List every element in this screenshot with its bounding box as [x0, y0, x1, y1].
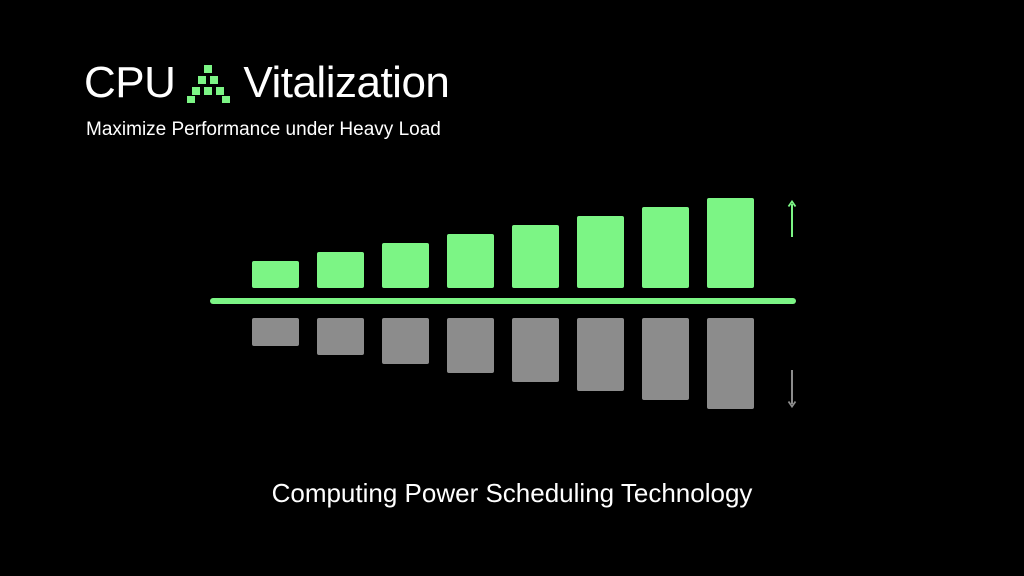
load-bar: [577, 318, 624, 391]
load-bar: [317, 318, 364, 355]
performance-bar: [382, 243, 429, 288]
subtitle: Maximize Performance under Heavy Load: [86, 119, 441, 140]
load-bar: [707, 318, 754, 409]
load-bar: [252, 318, 299, 346]
title-vitalization: Vitalization: [243, 58, 450, 107]
arrow-up-icon: [787, 199, 797, 237]
performance-bar: [512, 225, 559, 288]
performance-bar: [577, 216, 624, 288]
load-bar: [447, 318, 494, 373]
title: CPU Vitalization: [84, 58, 450, 108]
caption: Computing Power Scheduling Technology: [271, 478, 753, 508]
performance-bar: [252, 261, 299, 288]
baseline-bar: [210, 298, 796, 304]
performance-bar: [707, 198, 754, 288]
performance-bars: [252, 198, 754, 288]
load-bar: [382, 318, 429, 364]
arrow-down-icon: [787, 370, 797, 409]
performance-bar: [447, 234, 494, 288]
load-bar: [642, 318, 689, 400]
load-bar: [512, 318, 559, 382]
load-bars: [252, 318, 754, 409]
pixel-triangle-logo-icon: [187, 65, 231, 103]
performance-bar: [317, 252, 364, 288]
title-cpu: CPU: [84, 58, 176, 107]
performance-bar: [642, 207, 689, 288]
